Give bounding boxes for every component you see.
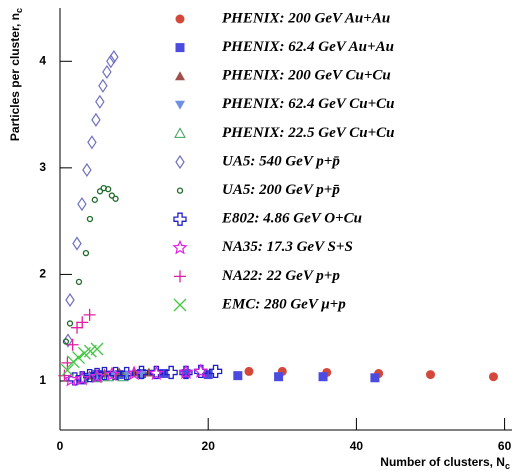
data-point xyxy=(96,188,104,195)
data-point xyxy=(488,372,498,382)
data-point xyxy=(108,366,123,381)
data-point xyxy=(102,64,112,80)
y-axis-label: Particles per cluster, nc xyxy=(8,8,24,141)
legend-marker xyxy=(175,14,185,24)
data-point xyxy=(60,363,74,377)
legend-marker xyxy=(174,127,186,138)
x-axis-label: Number of clusters, Nc xyxy=(380,455,510,471)
data-point xyxy=(97,366,112,381)
data-point xyxy=(77,196,87,212)
data-point xyxy=(159,369,169,379)
data-point xyxy=(178,364,194,379)
data-point xyxy=(91,112,101,127)
legend-label: PHENIX: 62.4 GeV Au+Au xyxy=(222,39,394,55)
legend-label: NA35: 17.3 GeV S+S xyxy=(221,239,353,255)
data-point xyxy=(83,308,96,321)
legend-label: PHENIX: 22.5 GeV Cu+Cu xyxy=(222,125,394,141)
legend-marker xyxy=(173,212,187,226)
legend-label: UA5: 200 GeV p+p̄ xyxy=(222,182,340,198)
data-point xyxy=(58,369,71,382)
data-point xyxy=(108,192,116,199)
data-point xyxy=(82,249,90,257)
data-point xyxy=(148,365,165,381)
data-point xyxy=(98,78,108,93)
data-point xyxy=(112,195,119,202)
data-point xyxy=(76,316,89,329)
data-point xyxy=(75,278,83,286)
legend-marker xyxy=(174,270,186,283)
data-point xyxy=(95,94,105,109)
data-point xyxy=(104,366,120,382)
legend-label: PHENIX: 62.4 GeV Cu+Cu xyxy=(222,96,394,112)
data-point xyxy=(91,196,98,203)
data-point xyxy=(233,371,243,381)
data-point xyxy=(106,54,116,69)
y-tick-label: 4 xyxy=(39,53,46,67)
data-point xyxy=(86,215,94,223)
legend-label: PHENIX: 200 GeV Au+Au xyxy=(222,10,390,26)
legend-marker xyxy=(175,71,185,81)
data-point xyxy=(274,372,284,382)
data-point xyxy=(66,355,80,369)
data-point xyxy=(425,370,435,380)
data-point xyxy=(208,364,223,379)
legend-marker xyxy=(172,239,188,255)
x-tick-label: 0 xyxy=(57,439,64,453)
data-point xyxy=(193,363,209,378)
data-point xyxy=(181,369,191,379)
data-point xyxy=(66,320,74,327)
data-point xyxy=(63,371,79,387)
legend-marker xyxy=(176,187,184,194)
data-point xyxy=(126,365,142,381)
data-point xyxy=(82,162,92,178)
data-point xyxy=(87,135,97,150)
data-point xyxy=(62,338,70,345)
data-point xyxy=(370,373,380,383)
data-point xyxy=(90,342,104,356)
data-point xyxy=(318,372,328,382)
data-point xyxy=(66,338,79,351)
x-tick-label: 60 xyxy=(498,439,512,453)
data-point xyxy=(89,368,105,384)
legend-label: NA22: 22 GeV p+p xyxy=(221,268,340,284)
data-point xyxy=(72,351,85,364)
x-tick-label: 20 xyxy=(202,439,216,453)
data-point xyxy=(105,186,112,193)
legend-label: E802: 4.86 GeV O+Cu xyxy=(221,211,362,227)
y-tick-label: 1 xyxy=(39,373,46,387)
legend-marker xyxy=(175,43,185,53)
legend-label: PHENIX: 200 GeV Cu+Cu xyxy=(222,68,391,84)
data-point xyxy=(203,370,213,380)
legend-marker xyxy=(173,298,187,312)
legend-marker xyxy=(175,100,185,110)
legend-label: EMC: 280 GeV μ+p xyxy=(221,296,346,312)
y-label-text: Particles per cluster, n xyxy=(8,13,22,141)
legend-label: UA5: 540 GeV p+p̄ xyxy=(222,153,340,169)
data-point xyxy=(82,369,97,383)
data-point xyxy=(74,370,90,386)
x-label-text: Number of clusters, N xyxy=(380,455,505,469)
data-point xyxy=(244,366,254,376)
data-point xyxy=(71,321,84,334)
y-tick-label: 3 xyxy=(39,160,46,174)
data-point xyxy=(75,371,89,385)
data-point xyxy=(149,365,163,380)
data-point xyxy=(65,292,75,308)
data-point xyxy=(109,49,119,65)
y-label-sub: c xyxy=(14,8,24,13)
x-tick-label: 40 xyxy=(350,439,364,453)
y-tick-label: 2 xyxy=(39,267,46,281)
x-label-sub: c xyxy=(505,461,510,471)
data-point xyxy=(164,365,178,380)
data-point xyxy=(72,236,82,251)
legend-marker xyxy=(175,154,185,170)
